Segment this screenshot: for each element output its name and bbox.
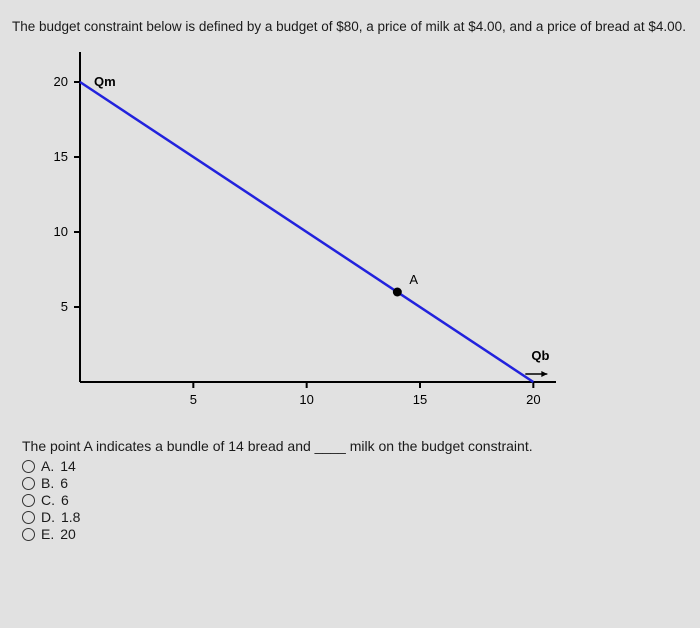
- option-e[interactable]: E. 20: [22, 526, 692, 542]
- stem-before: The point A indicates a bundle of 14 bre…: [22, 438, 315, 454]
- stem-after: milk on the budget constraint.: [346, 438, 533, 454]
- radio-icon[interactable]: [22, 528, 35, 541]
- svg-text:10: 10: [54, 224, 68, 239]
- option-text: 6: [61, 492, 69, 508]
- option-d[interactable]: D. 1.8: [22, 509, 692, 525]
- option-b[interactable]: B. 6: [22, 475, 692, 491]
- option-text: 1.8: [61, 509, 80, 525]
- option-text: 6: [60, 475, 68, 491]
- chart-svg: 5 10 15 20 5 10 15 20 Qm Qb A: [26, 42, 586, 422]
- stem-blank: ____: [315, 438, 346, 454]
- option-letter: D.: [41, 509, 55, 525]
- option-letter: A.: [41, 458, 54, 474]
- svg-text:5: 5: [190, 392, 197, 407]
- radio-icon[interactable]: [22, 494, 35, 507]
- option-c[interactable]: C. 6: [22, 492, 692, 508]
- question-prompt: The budget constraint below is defined b…: [12, 18, 688, 36]
- answer-options: A. 14 B. 6 C. 6 D. 1.8 E. 20: [22, 458, 692, 542]
- svg-text:15: 15: [413, 392, 427, 407]
- option-a[interactable]: A. 14: [22, 458, 692, 474]
- radio-icon[interactable]: [22, 511, 35, 524]
- svg-text:5: 5: [61, 299, 68, 314]
- option-text: 20: [60, 526, 76, 542]
- question-stem: The point A indicates a bundle of 14 bre…: [22, 438, 692, 454]
- svg-text:15: 15: [54, 149, 68, 164]
- option-letter: C.: [41, 492, 55, 508]
- svg-text:20: 20: [54, 74, 68, 89]
- option-text: 14: [60, 458, 76, 474]
- budget-chart: 5 10 15 20 5 10 15 20 Qm Qb A: [26, 42, 586, 422]
- radio-icon[interactable]: [22, 477, 35, 490]
- option-letter: E.: [41, 526, 54, 542]
- svg-text:A: A: [409, 272, 418, 287]
- svg-text:Qm: Qm: [94, 74, 116, 89]
- svg-text:Qb: Qb: [531, 348, 549, 363]
- radio-icon[interactable]: [22, 460, 35, 473]
- svg-text:10: 10: [299, 392, 313, 407]
- svg-text:20: 20: [526, 392, 540, 407]
- option-letter: B.: [41, 475, 54, 491]
